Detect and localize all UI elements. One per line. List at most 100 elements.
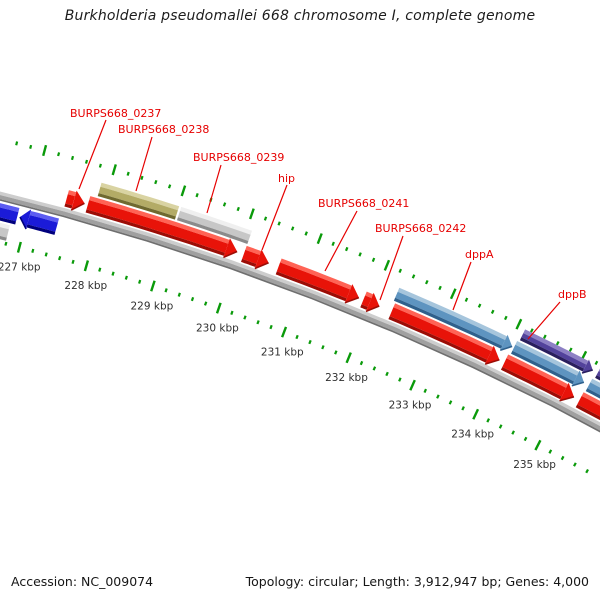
band-body <box>0 207 19 222</box>
gene-cat2-235c[interactable] <box>595 367 600 404</box>
minor-tick <box>423 388 428 394</box>
arrowhead <box>500 334 513 351</box>
ruler-label: 231 kbp <box>261 346 304 358</box>
gene-cds-234a[interactable] <box>500 354 575 402</box>
band-body <box>521 333 587 369</box>
arrowhead-edge <box>484 358 500 365</box>
band-body <box>276 262 351 299</box>
minor-tick <box>277 221 281 226</box>
gene-label-BURPS668_0239[interactable]: BURPS668_0239 <box>193 151 284 164</box>
minor-tick <box>230 310 234 315</box>
band-highlight <box>89 196 230 244</box>
band-shadow <box>0 217 16 225</box>
gene-label-BURPS668_0238[interactable]: BURPS668_0238 <box>118 123 209 136</box>
gene-cds-235a[interactable] <box>575 392 600 435</box>
gene-BURPS668_0238[interactable] <box>97 182 180 220</box>
gene-label-BURPS668_0237[interactable]: BURPS668_0237 <box>70 107 161 120</box>
label-leader-line <box>527 301 561 340</box>
band-body <box>242 249 260 264</box>
arrowhead-edge <box>70 202 85 211</box>
gene-label-BURPS668_0242[interactable]: BURPS668_0242 <box>375 222 466 235</box>
arrowhead-edge <box>581 369 593 374</box>
label-leader-line <box>452 261 472 311</box>
gene-cat-234b[interactable] <box>511 341 585 387</box>
gene-hip[interactable] <box>241 245 269 270</box>
gene-dppB[interactable] <box>519 329 593 374</box>
minor-tick <box>203 301 208 306</box>
gene-BURPS668_0237[interactable] <box>64 190 85 211</box>
gene-BURPS668_0239[interactable] <box>177 206 252 244</box>
minor-tick <box>98 267 102 272</box>
major-tick <box>383 259 391 271</box>
minor-tick <box>138 279 142 284</box>
band-body <box>361 295 372 307</box>
band-shadow <box>241 258 257 267</box>
gene-BURPS668_0241[interactable] <box>275 258 360 304</box>
minor-tick <box>295 334 299 340</box>
gene-cat-235b[interactable] <box>585 378 600 418</box>
band-shadow <box>519 337 585 372</box>
gene-label-hip[interactable]: hip <box>278 172 295 185</box>
minor-tick <box>308 339 312 345</box>
band-shadow <box>275 271 347 302</box>
minor-tick <box>371 257 376 262</box>
minor-tick <box>195 193 199 198</box>
band-shadow <box>97 193 176 220</box>
arrowhead-edge <box>19 216 27 230</box>
minor-tick <box>398 268 403 274</box>
gene-BURPS668_0242[interactable] <box>360 291 380 313</box>
major-tick <box>83 260 90 272</box>
minor-tick <box>140 175 144 181</box>
minor-tick <box>568 347 573 352</box>
minor-tick <box>98 163 102 168</box>
minor-tick <box>164 288 168 293</box>
band-shadow <box>595 375 600 381</box>
ruler-label: 235 kbp <box>513 459 556 471</box>
gene-rev-226b[interactable] <box>19 209 59 235</box>
gene-label-dppB[interactable]: dppB <box>558 288 587 301</box>
minor-tick <box>256 320 260 325</box>
band-shadow <box>511 350 575 385</box>
minor-tick <box>243 315 247 320</box>
gene-label-dppA[interactable]: dppA <box>465 248 494 261</box>
gene-dppA[interactable] <box>393 287 513 352</box>
gene-cds-232a[interactable] <box>388 303 500 365</box>
band-body <box>98 186 178 217</box>
band-body <box>86 200 229 253</box>
major-tick <box>472 408 480 420</box>
band-highlight <box>581 392 600 406</box>
band-highlight <box>506 354 568 388</box>
ruler-label: 230 kbp <box>196 323 239 335</box>
arrowhead <box>485 345 500 365</box>
minor-tick <box>4 241 8 246</box>
minor-tick <box>464 297 469 302</box>
minor-tick <box>344 246 349 252</box>
band-shadow <box>575 404 600 421</box>
minor-tick <box>222 202 227 207</box>
major-tick <box>180 185 187 197</box>
band-highlight <box>280 258 352 290</box>
backbone <box>0 191 600 433</box>
gene-cds-227a[interactable] <box>85 196 238 259</box>
band-highlight <box>0 222 10 230</box>
gene-rev-226a[interactable] <box>0 199 20 225</box>
minor-tick <box>511 430 515 435</box>
minor-tick <box>359 360 364 366</box>
arrowhead-edge <box>254 262 269 270</box>
ruler-label: 234 kbp <box>451 428 494 440</box>
minor-tick <box>334 350 338 355</box>
minor-tick <box>321 345 325 350</box>
gene-rev2-226c[interactable] <box>0 217 10 241</box>
minor-tick <box>585 468 589 474</box>
major-tick <box>111 164 117 176</box>
minor-tick <box>304 231 308 236</box>
band-highlight <box>365 291 374 299</box>
minor-tick <box>331 241 335 246</box>
band-shadow <box>85 209 225 256</box>
band-shadow <box>393 297 503 349</box>
gene-label-BURPS668_0241[interactable]: BURPS668_0241 <box>318 197 409 210</box>
band-body <box>512 344 578 382</box>
minor-tick <box>236 206 240 212</box>
label-leader-line <box>135 136 153 192</box>
arrowhead <box>71 190 85 211</box>
